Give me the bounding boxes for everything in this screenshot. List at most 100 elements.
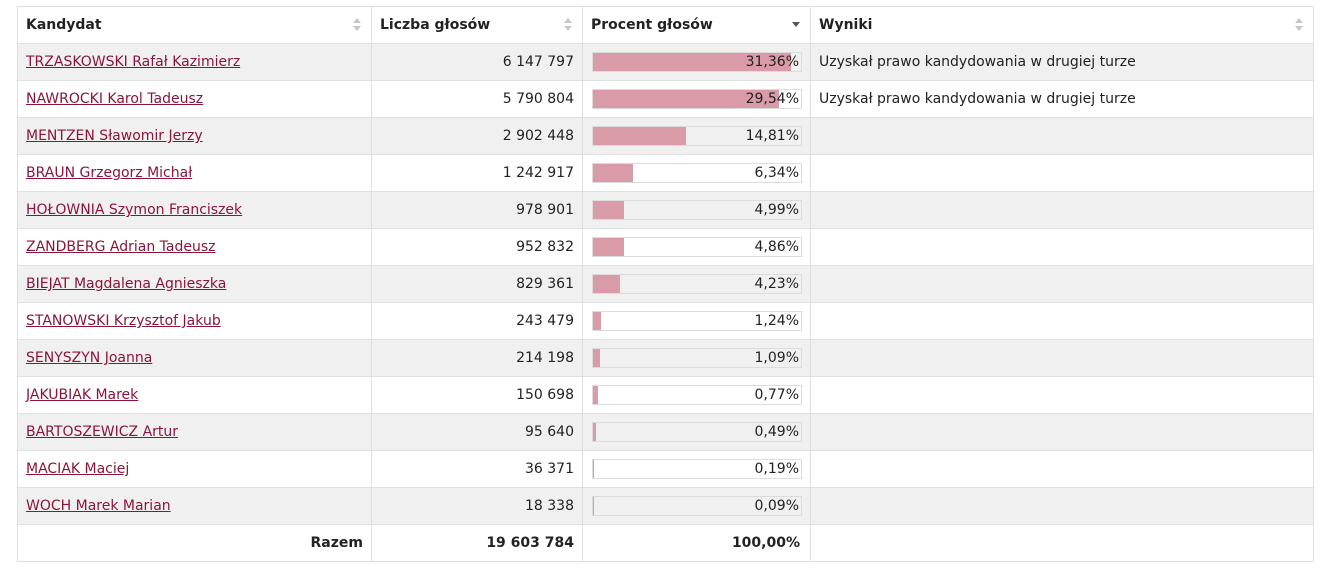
candidate-link[interactable]: BIEJAT Magdalena Agnieszka bbox=[26, 276, 227, 292]
table-row: WOCH Marek Marian 18 338 0,09% bbox=[17, 487, 1314, 525]
table-row: SENYSZYN Joanna 214 198 1,09% bbox=[17, 339, 1314, 377]
percent-cell: 6,34% bbox=[582, 154, 811, 192]
candidate-link[interactable]: MENTZEN Sławomir Jerzy bbox=[26, 128, 203, 144]
candidate-link[interactable]: TRZASKOWSKI Rafał Kazimierz bbox=[26, 54, 241, 70]
column-header-candidate[interactable]: Kandydat bbox=[17, 6, 372, 44]
result-cell bbox=[810, 191, 1314, 229]
table-row: MENTZEN Sławomir Jerzy 2 902 448 14,81% bbox=[17, 117, 1314, 155]
percent-bar-fill bbox=[593, 423, 597, 441]
votes-cell: 243 479 bbox=[371, 302, 583, 340]
percent-cell: 31,36% bbox=[582, 43, 811, 81]
votes-cell: 36 371 bbox=[371, 450, 583, 488]
candidate-link[interactable]: ZANDBERG Adrian Tadeusz bbox=[26, 239, 216, 255]
column-header-percent[interactable]: Procent głosów bbox=[582, 6, 811, 44]
percent-bar-fill bbox=[593, 238, 624, 256]
votes-cell: 214 198 bbox=[371, 339, 583, 377]
percent-bar-fill bbox=[593, 497, 595, 515]
percent-value: 4,99% bbox=[754, 202, 799, 218]
percent-bar: 0,49% bbox=[592, 422, 802, 442]
results-table-container: Kandydat Liczba głosów Procent głosów Wy… bbox=[17, 6, 1314, 562]
candidate-cell: BRAUN Grzegorz Michał bbox=[17, 154, 372, 192]
percent-value: 6,34% bbox=[754, 165, 799, 181]
result-cell bbox=[810, 376, 1314, 414]
column-header-votes[interactable]: Liczba głosów bbox=[371, 6, 583, 44]
percent-cell: 4,99% bbox=[582, 191, 811, 229]
sort-icon bbox=[564, 16, 572, 34]
candidate-cell: MACIAK Maciej bbox=[17, 450, 372, 488]
candidate-cell: JAKUBIAK Marek bbox=[17, 376, 372, 414]
table-row: JAKUBIAK Marek 150 698 0,77% bbox=[17, 376, 1314, 414]
sort-icon bbox=[353, 16, 361, 34]
candidate-link[interactable]: BRAUN Grzegorz Michał bbox=[26, 165, 193, 181]
result-cell bbox=[810, 487, 1314, 525]
candidate-cell: TRZASKOWSKI Rafał Kazimierz bbox=[17, 43, 372, 81]
percent-value: 4,23% bbox=[754, 276, 799, 292]
candidate-link[interactable]: WOCH Marek Marian bbox=[26, 498, 171, 514]
total-votes: 19 603 784 bbox=[371, 524, 583, 562]
table-row: HOŁOWNIA Szymon Franciszek 978 901 4,99% bbox=[17, 191, 1314, 229]
percent-cell: 4,23% bbox=[582, 265, 811, 303]
percent-value: 1,24% bbox=[754, 313, 799, 329]
table-row: BARTOSZEWICZ Artur 95 640 0,49% bbox=[17, 413, 1314, 451]
candidate-link[interactable]: STANOWSKI Krzysztof Jakub bbox=[26, 313, 221, 329]
percent-bar: 1,09% bbox=[592, 348, 802, 368]
table-body: TRZASKOWSKI Rafał Kazimierz 6 147 797 31,3… bbox=[17, 43, 1314, 525]
percent-bar-fill bbox=[593, 386, 598, 404]
percent-bar: 29,54% bbox=[592, 89, 802, 109]
candidate-cell: HOŁOWNIA Szymon Franciszek bbox=[17, 191, 372, 229]
candidate-link[interactable]: NAWROCKI Karol Tadeusz bbox=[26, 91, 204, 107]
total-results-empty bbox=[810, 524, 1314, 562]
candidate-cell: BARTOSZEWICZ Artur bbox=[17, 413, 372, 451]
votes-cell: 5 790 804 bbox=[371, 80, 583, 118]
candidate-link[interactable]: HOŁOWNIA Szymon Franciszek bbox=[26, 202, 243, 218]
percent-bar: 0,19% bbox=[592, 459, 802, 479]
percent-value: 0,77% bbox=[754, 387, 799, 403]
total-row: Razem 19 603 784 100,00% bbox=[17, 524, 1314, 562]
table-row: NAWROCKI Karol Tadeusz 5 790 804 29,54% Uzy… bbox=[17, 80, 1314, 118]
percent-bar-fill bbox=[593, 312, 601, 330]
table-row: TRZASKOWSKI Rafał Kazimierz 6 147 797 31,3… bbox=[17, 43, 1314, 81]
candidate-cell: ZANDBERG Adrian Tadeusz bbox=[17, 228, 372, 266]
percent-value: 1,09% bbox=[754, 350, 799, 366]
percent-cell: 0,19% bbox=[582, 450, 811, 488]
votes-cell: 2 902 448 bbox=[371, 117, 583, 155]
candidate-link[interactable]: MACIAK Maciej bbox=[26, 461, 130, 477]
percent-bar: 4,23% bbox=[592, 274, 802, 294]
candidate-link[interactable]: JAKUBIAK Marek bbox=[26, 387, 139, 403]
votes-cell: 95 640 bbox=[371, 413, 583, 451]
percent-bar: 4,99% bbox=[592, 200, 802, 220]
candidate-link[interactable]: SENYSZYN Joanna bbox=[26, 350, 153, 366]
result-cell bbox=[810, 265, 1314, 303]
percent-bar-fill bbox=[593, 460, 595, 478]
candidate-cell: WOCH Marek Marian bbox=[17, 487, 372, 525]
votes-cell: 18 338 bbox=[371, 487, 583, 525]
result-cell bbox=[810, 413, 1314, 451]
percent-value: 0,19% bbox=[754, 461, 799, 477]
percent-bar-fill bbox=[593, 127, 687, 145]
result-cell bbox=[810, 302, 1314, 340]
percent-cell: 14,81% bbox=[582, 117, 811, 155]
table-row: BRAUN Grzegorz Michał 1 242 917 6,34% bbox=[17, 154, 1314, 192]
percent-value: 14,81% bbox=[745, 128, 799, 144]
percent-cell: 0,09% bbox=[582, 487, 811, 525]
result-cell bbox=[810, 228, 1314, 266]
candidate-cell: BIEJAT Magdalena Agnieszka bbox=[17, 265, 372, 303]
column-header-results[interactable]: Wyniki bbox=[810, 6, 1314, 44]
percent-bar: 4,86% bbox=[592, 237, 802, 257]
table-row: STANOWSKI Krzysztof Jakub 243 479 1,24% bbox=[17, 302, 1314, 340]
percent-bar: 14,81% bbox=[592, 126, 802, 146]
votes-cell: 6 147 797 bbox=[371, 43, 583, 81]
column-header-label: Kandydat bbox=[26, 17, 102, 33]
candidate-link[interactable]: BARTOSZEWICZ Artur bbox=[26, 424, 179, 440]
percent-bar: 1,24% bbox=[592, 311, 802, 331]
percent-bar-fill bbox=[593, 53, 791, 71]
sort-descending-icon bbox=[792, 16, 800, 34]
percent-bar-fill bbox=[593, 164, 633, 182]
percent-cell: 0,77% bbox=[582, 376, 811, 414]
percent-cell: 1,24% bbox=[582, 302, 811, 340]
table-row: ZANDBERG Adrian Tadeusz 952 832 4,86% bbox=[17, 228, 1314, 266]
votes-cell: 829 361 bbox=[371, 265, 583, 303]
sort-icon bbox=[1295, 16, 1303, 34]
votes-cell: 150 698 bbox=[371, 376, 583, 414]
percent-bar-fill bbox=[593, 201, 625, 219]
